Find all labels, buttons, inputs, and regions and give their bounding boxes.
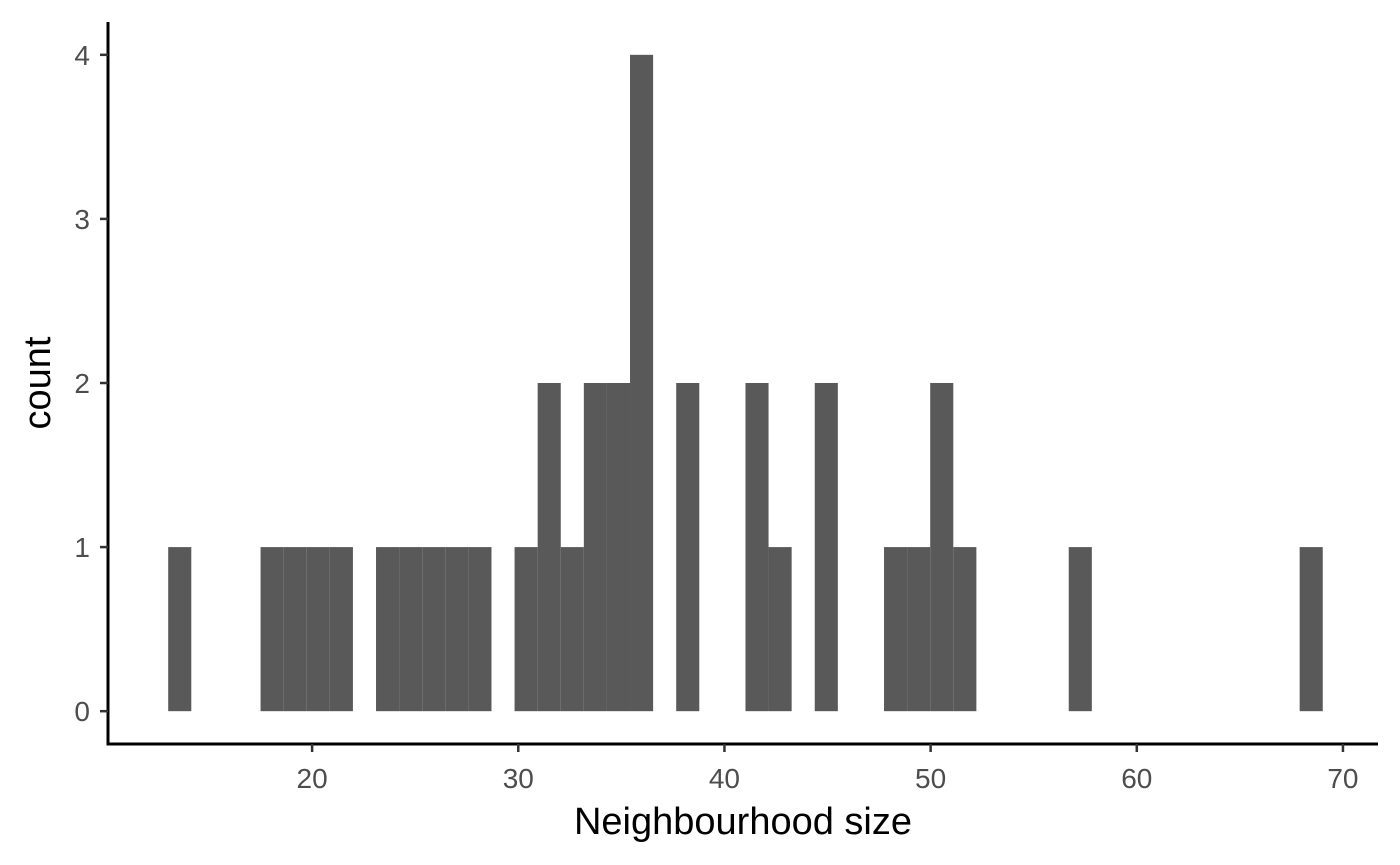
histogram-bar bbox=[745, 383, 769, 712]
histogram-bar bbox=[1299, 547, 1323, 712]
histogram-bar bbox=[583, 383, 607, 712]
y-tick-label: 0 bbox=[74, 696, 90, 727]
histogram-bar bbox=[445, 547, 469, 712]
histogram-bar bbox=[953, 547, 977, 712]
x-tick-label: 40 bbox=[709, 763, 740, 794]
y-axis-title: count bbox=[17, 336, 59, 429]
histogram-bar bbox=[884, 547, 908, 712]
histogram-bar bbox=[376, 547, 400, 712]
x-tick-label: 70 bbox=[1327, 763, 1358, 794]
histogram-bar bbox=[930, 383, 954, 712]
histogram-bar bbox=[306, 547, 330, 712]
bars-group bbox=[168, 54, 1323, 712]
histogram-bar bbox=[630, 54, 654, 712]
x-axis-title: Neighbourhood size bbox=[574, 801, 912, 843]
y-tick-label: 2 bbox=[74, 368, 90, 399]
histogram-bar bbox=[907, 547, 931, 712]
histogram-bar bbox=[814, 383, 838, 712]
histogram-bar bbox=[606, 383, 631, 712]
histogram-bar bbox=[676, 383, 700, 712]
histogram-bar bbox=[768, 547, 792, 712]
histogram-bar bbox=[329, 547, 353, 712]
x-tick-label: 50 bbox=[915, 763, 946, 794]
histogram-bar bbox=[260, 547, 284, 712]
histogram-bar bbox=[514, 547, 538, 712]
histogram-bar bbox=[537, 383, 561, 712]
histogram-bar bbox=[468, 547, 492, 712]
y-axis: 0 1 2 3 4 bbox=[74, 22, 110, 745]
x-axis: 20 30 40 50 60 70 bbox=[106, 742, 1378, 794]
histogram-bar bbox=[283, 547, 307, 712]
histogram-bar bbox=[422, 547, 446, 712]
y-tick-label: 4 bbox=[74, 40, 90, 71]
x-tick-label: 30 bbox=[503, 763, 534, 794]
histogram-bar bbox=[1068, 547, 1092, 712]
y-tick-label: 1 bbox=[74, 532, 90, 563]
y-tick-label: 3 bbox=[74, 204, 90, 235]
x-tick-label: 60 bbox=[1121, 763, 1152, 794]
histogram-bar bbox=[399, 547, 423, 712]
x-tick-label: 20 bbox=[297, 763, 328, 794]
histogram-bar bbox=[560, 547, 584, 712]
histogram-bar bbox=[168, 547, 192, 712]
